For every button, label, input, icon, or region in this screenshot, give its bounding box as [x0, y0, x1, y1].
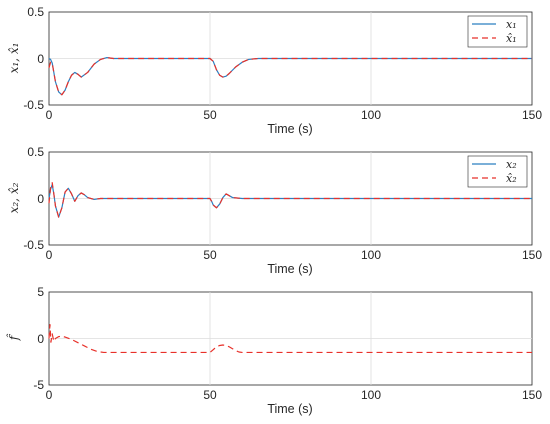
panel-1-ytick-top: 0.5: [27, 5, 44, 19]
panel-2-xlabel: Time (s): [267, 262, 312, 276]
panel-3-ylabel: f̂: [5, 333, 21, 341]
panel-2-xtick-0: 0: [46, 248, 53, 262]
panel-1-xtick-100: 100: [361, 108, 381, 122]
panel-3-grid: [49, 292, 532, 385]
panel-3-ytick-bottom: -5: [33, 378, 44, 392]
panel-1-xlabel: Time (s): [267, 122, 312, 136]
panel-3-ytick-top: 5: [37, 285, 44, 299]
panel-2-series-estimate-line: [48, 182, 532, 218]
panel-2: 0.5 0 -0.5 0 50 100 150 Time (s) x₂, x̂₂…: [7, 145, 542, 276]
panel-1-legend: x₁ x̂₁: [467, 15, 528, 48]
panel-2-legend-box: [467, 155, 528, 188]
panel-3: 5 0 -5 0 50 100 150 Time (s) f̂: [5, 285, 542, 416]
panel-1-xtick-150: 150: [522, 108, 542, 122]
panel-1-legend-box: [467, 15, 528, 48]
panel-2-xtick-150: 150: [522, 248, 542, 262]
panel-3-xlabel: Time (s): [267, 402, 312, 416]
panel-1-series: [48, 56, 532, 96]
panel-2-series: [48, 182, 532, 218]
panel-2-legend-label-actual: x₂: [506, 158, 517, 171]
panel-2-xtick-50: 50: [203, 248, 217, 262]
panel-1-ytick-mid: 0: [37, 52, 44, 66]
panel-3-xtick-100: 100: [361, 388, 381, 402]
panel-3-xtick-150: 150: [522, 388, 542, 402]
panel-1-ytick-bottom: -0.5: [23, 98, 44, 112]
panel-1: 0.5 0 -0.5 0 50 100 150 Time (s) x₁, x̂₁…: [7, 5, 542, 136]
panel-1-xtick-0: 0: [46, 108, 53, 122]
panel-2-ylabel: x₂, x̂₂: [7, 182, 21, 213]
panel-1-series-actual-line: [48, 56, 532, 96]
panel-3-xtick-0: 0: [46, 388, 53, 402]
panel-3-xtick-50: 50: [203, 388, 217, 402]
panel-2-ytick-mid: 0: [37, 192, 44, 206]
panel-2-legend: x₂ x̂₂: [467, 155, 528, 188]
panel-2-xtick-100: 100: [361, 248, 381, 262]
panel-2-ytick-top: 0.5: [27, 145, 44, 159]
panel-1-legend-label-actual: x₁: [506, 18, 517, 31]
panel-1-xtick-50: 50: [203, 108, 217, 122]
panel-3-ytick-mid: 0: [37, 332, 44, 346]
panel-2-ytick-bottom: -0.5: [23, 238, 44, 252]
panel-2-legend-label-estimate: x̂₂: [506, 172, 517, 185]
panel-1-ylabel: x₁, x̂₁: [7, 43, 21, 74]
panel-3-series: [48, 323, 532, 354]
panel-3-series-estimate-line: [48, 323, 532, 354]
panel-1-legend-label-estimate: x̂₁: [506, 32, 517, 45]
